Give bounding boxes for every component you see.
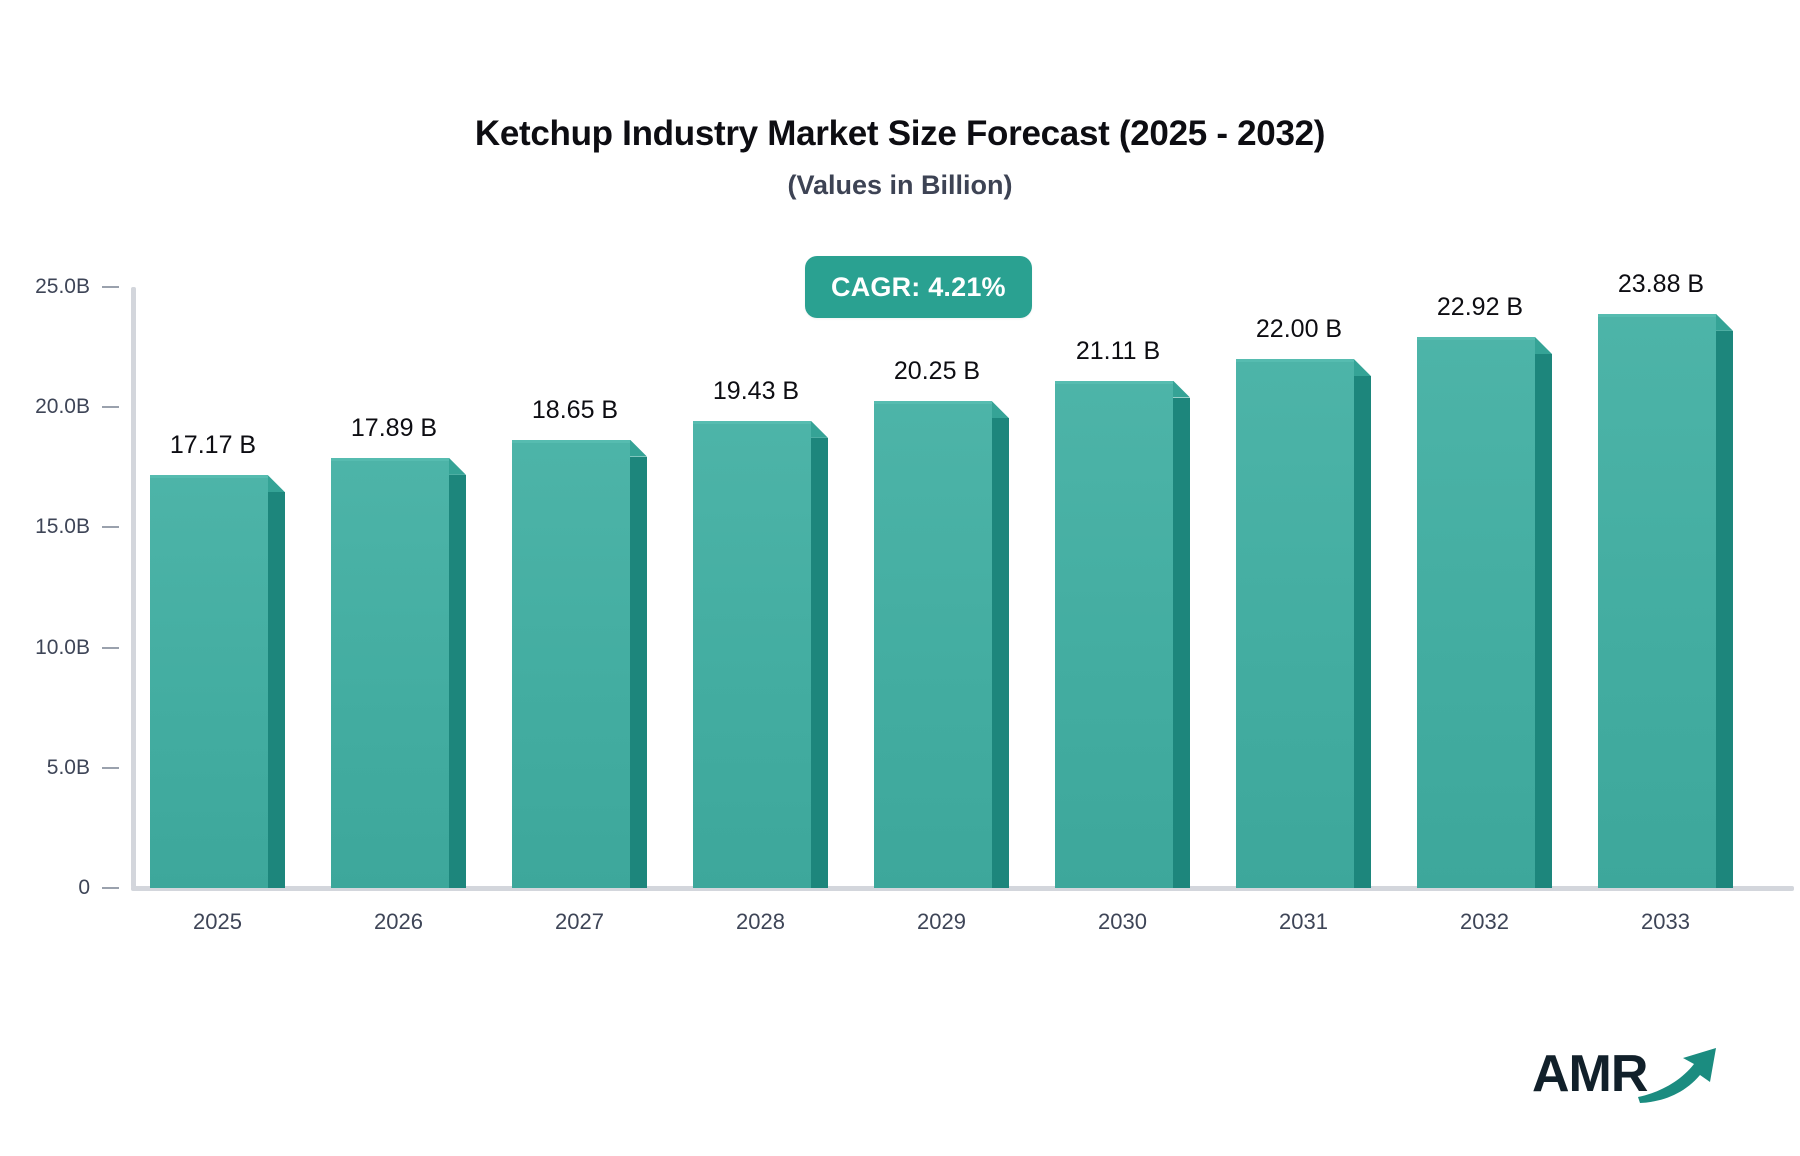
bar-front-face <box>1598 313 1716 888</box>
bar-2027 <box>512 439 647 888</box>
bar-2031 <box>1236 359 1371 888</box>
y-axis-tick-mark <box>102 646 119 649</box>
bar-top-highlight <box>1417 337 1535 340</box>
y-axis-tick-mark <box>102 766 119 769</box>
bar-top-highlight <box>1236 359 1354 363</box>
bar-front-face <box>1236 359 1354 888</box>
bar-2028 <box>693 420 828 888</box>
y-axis-tick-label: 15.0B <box>35 515 90 539</box>
bar-value-label: 21.11 B <box>1075 336 1161 365</box>
bar-value-label: 20.25 B <box>893 357 981 386</box>
bar-value-label: 23.88 B <box>1617 269 1705 298</box>
bar-side-face <box>811 437 828 888</box>
bar-side-face <box>449 474 466 888</box>
x-axis-tick-label: 2033 <box>1641 909 1690 934</box>
bar-front-face <box>874 401 992 888</box>
bar-top-highlight <box>512 439 630 443</box>
bar-value-label: 22.92 B <box>1436 293 1524 321</box>
bar-top-highlight <box>874 401 992 405</box>
x-axis-tick-label: 2027 <box>555 909 604 934</box>
cagr-badge: CAGR: 4.21% <box>805 256 1032 318</box>
bar-top-bevel <box>992 401 1009 419</box>
bar-top-highlight <box>150 475 268 479</box>
bar-side-face <box>630 456 647 888</box>
y-axis-tick-label: 25.0B <box>35 275 90 298</box>
bar-side-face <box>1173 397 1190 888</box>
x-axis-tick-label: 2025 <box>193 909 242 934</box>
bar-side-face <box>1354 376 1371 888</box>
bar-2026 <box>331 457 466 888</box>
bar-front-face <box>512 439 630 888</box>
bar-2030 <box>1055 380 1190 888</box>
bar-top-bevel <box>1173 380 1190 398</box>
bar-top-bevel <box>449 457 466 475</box>
bar-front-face <box>693 420 811 888</box>
bar-side-face <box>992 418 1009 888</box>
bar-value-label: 19.43 B <box>712 376 800 405</box>
amr-logo: AMR <box>1532 1042 1722 1112</box>
bar-front-face <box>1055 380 1173 888</box>
bar-2025 <box>150 475 285 888</box>
x-axis-line <box>131 886 1794 891</box>
y-axis-line <box>131 287 136 888</box>
bar-2033 <box>1598 313 1733 888</box>
chart-subtitle: (Values in Billion) <box>787 170 1013 200</box>
x-axis-tick-label: 2032 <box>1460 909 1509 934</box>
bar-2029 <box>874 401 1009 888</box>
cagr-badge-label: CAGR: 4.21% <box>831 271 1006 302</box>
bar-top-bevel <box>1716 313 1733 331</box>
bar-value-label: 18.65 B <box>531 395 619 424</box>
bar-front-face <box>150 475 268 888</box>
bar-side-face <box>268 492 285 888</box>
bar-2032 <box>1417 337 1552 888</box>
bar-top-bevel <box>811 420 828 438</box>
bar-top-bevel <box>268 475 285 493</box>
bar-front-face <box>1417 337 1535 888</box>
growth-arrow-icon <box>1636 1044 1722 1109</box>
bar-value-label: 17.17 B <box>169 431 257 460</box>
y-axis-tick-label: 10.0B <box>35 635 90 659</box>
y-axis-tick-label: 20.0B <box>35 395 90 419</box>
bar-top-bevel <box>630 439 647 457</box>
y-axis-tick-label: 0 <box>78 876 90 899</box>
y-axis-tick-label: 5.0B <box>46 755 90 779</box>
bar-top-highlight <box>693 420 811 424</box>
x-axis-tick-label: 2029 <box>917 909 966 934</box>
bar-top-highlight <box>331 457 449 461</box>
bar-front-face <box>331 457 449 888</box>
bar-top-highlight <box>1598 313 1716 317</box>
page-title: Ketchup Industry Market Size Forecast (2… <box>474 114 1326 153</box>
x-axis-tick-label: 2026 <box>374 909 423 934</box>
x-axis-tick-label: 2031 <box>1279 909 1328 934</box>
amr-logo-text: AMR <box>1532 1045 1648 1103</box>
bar-side-face <box>1535 354 1552 888</box>
y-axis-tick-mark <box>102 887 119 889</box>
bar-top-bevel <box>1354 359 1371 377</box>
bar-top-bevel <box>1535 337 1552 354</box>
y-axis-tick-mark <box>102 406 119 409</box>
bar-value-label: 22.00 B <box>1255 315 1343 344</box>
y-axis-tick-mark <box>102 286 119 288</box>
x-axis-tick-label: 2028 <box>736 909 785 934</box>
y-axis-tick-mark <box>102 526 119 529</box>
bar-top-highlight <box>1055 380 1173 384</box>
x-axis-tick-label: 2030 <box>1098 909 1147 934</box>
bar-value-label: 17.89 B <box>350 413 438 442</box>
bar-side-face <box>1716 330 1733 888</box>
